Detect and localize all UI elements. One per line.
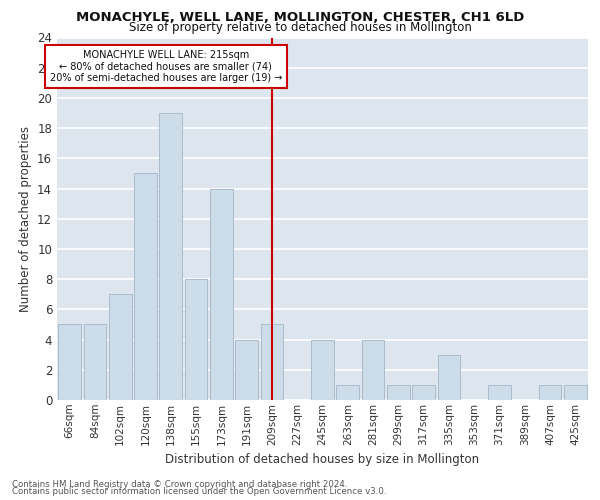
Bar	[109, 294, 131, 400]
Bar	[387, 385, 410, 400]
X-axis label: Distribution of detached houses by size in Mollington: Distribution of detached houses by size …	[166, 453, 479, 466]
Text: Size of property relative to detached houses in Mollington: Size of property relative to detached ho…	[128, 22, 472, 35]
Text: Contains public sector information licensed under the Open Government Licence v3: Contains public sector information licen…	[12, 487, 386, 496]
Bar	[134, 174, 157, 400]
Bar	[260, 324, 283, 400]
Bar	[83, 324, 106, 400]
Bar	[437, 354, 460, 400]
Bar	[210, 188, 233, 400]
Bar	[337, 385, 359, 400]
Bar	[235, 340, 258, 400]
Bar	[539, 385, 562, 400]
Text: MONACHYLE, WELL LANE, MOLLINGTON, CHESTER, CH1 6LD: MONACHYLE, WELL LANE, MOLLINGTON, CHESTE…	[76, 11, 524, 24]
Y-axis label: Number of detached properties: Number of detached properties	[19, 126, 32, 312]
Bar	[311, 340, 334, 400]
Text: Contains HM Land Registry data © Crown copyright and database right 2024.: Contains HM Land Registry data © Crown c…	[12, 480, 347, 489]
Bar	[160, 113, 182, 400]
Bar	[58, 324, 81, 400]
Bar	[488, 385, 511, 400]
Text: MONACHYLE WELL LANE: 215sqm
← 80% of detached houses are smaller (74)
20% of sem: MONACHYLE WELL LANE: 215sqm ← 80% of det…	[50, 50, 282, 83]
Bar	[185, 279, 208, 400]
Bar	[564, 385, 587, 400]
Bar	[362, 340, 385, 400]
Bar	[412, 385, 435, 400]
